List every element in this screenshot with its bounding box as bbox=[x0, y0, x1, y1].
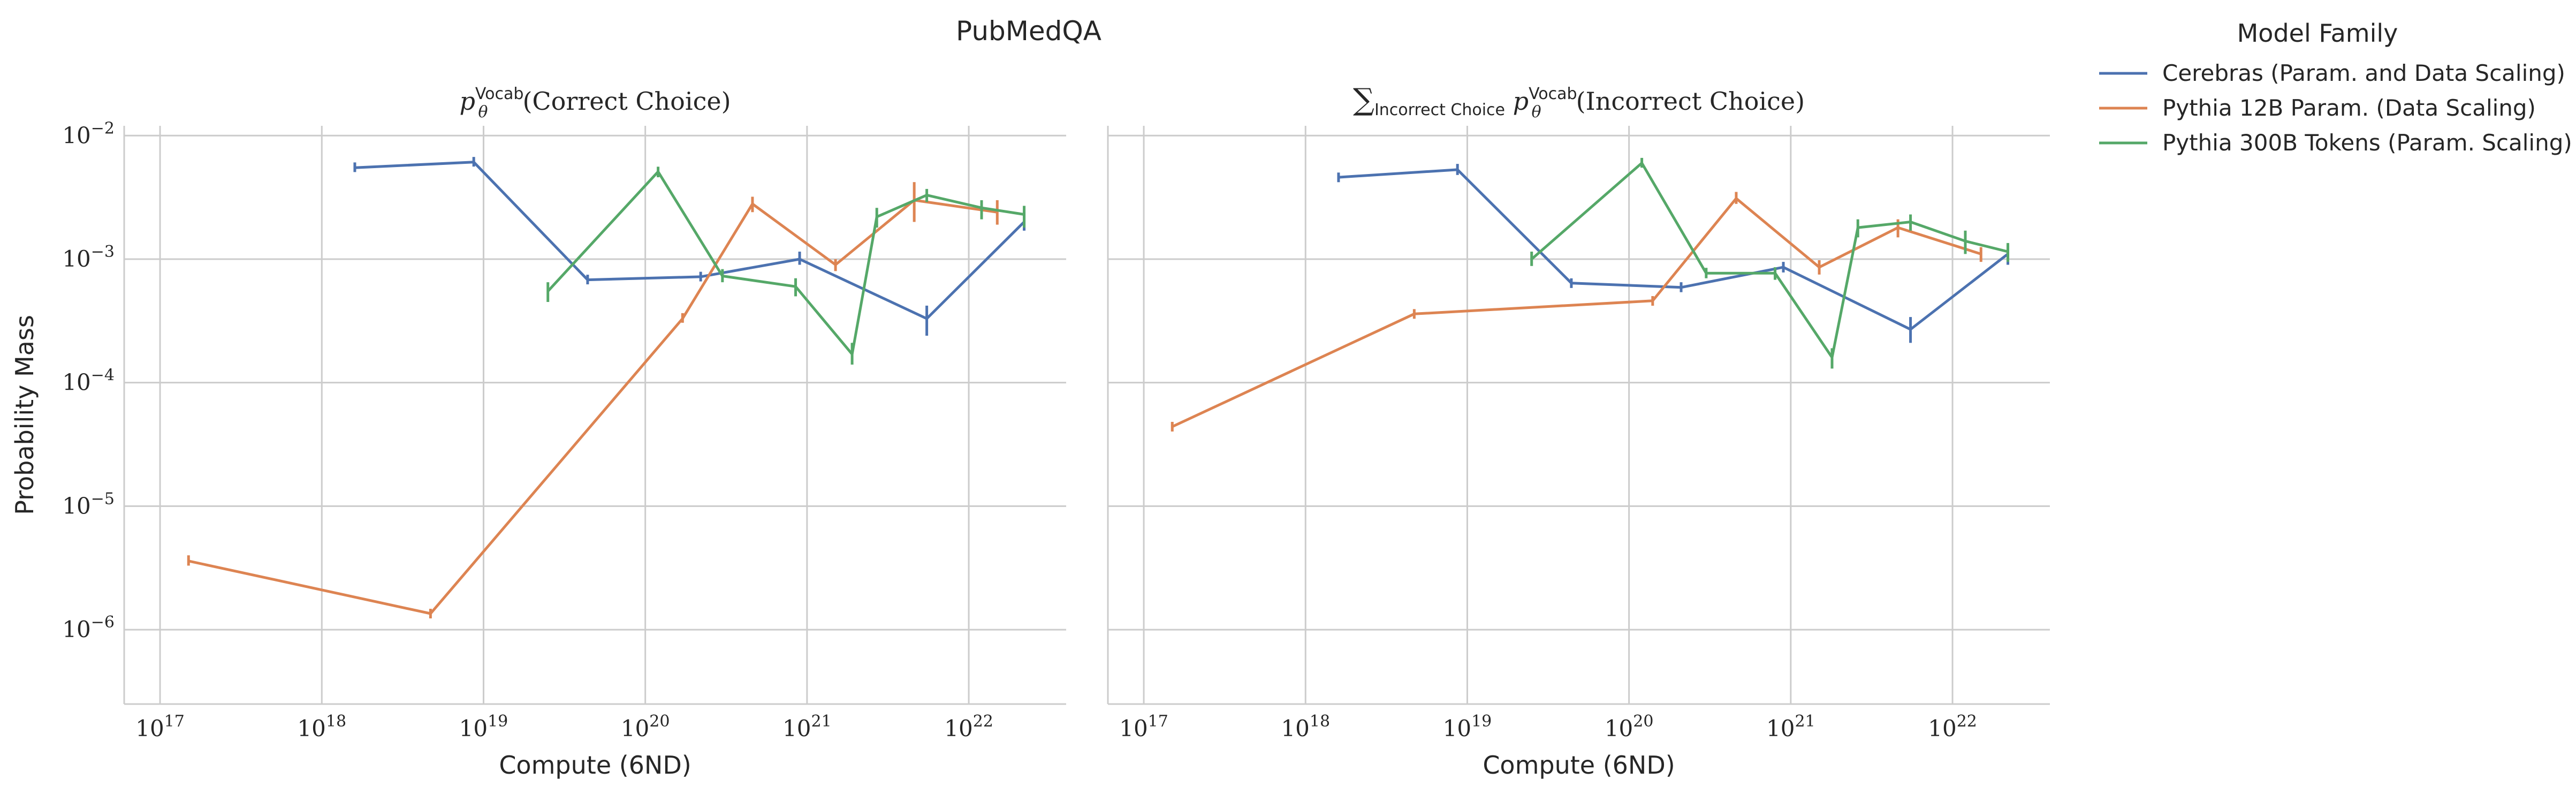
y-tick-label: 10−6 bbox=[62, 613, 115, 642]
series-line bbox=[546, 167, 1026, 365]
x-tick-label: 1022 bbox=[1928, 712, 1977, 742]
x-axis-label: Compute (6ND) bbox=[1483, 751, 1675, 780]
x-tick-label: 1021 bbox=[1766, 712, 1815, 742]
y-tick-label: 10−4 bbox=[62, 366, 115, 396]
x-tick-label: 1018 bbox=[297, 712, 346, 742]
series-line-path bbox=[1338, 168, 2009, 331]
x-tick-label: 1022 bbox=[944, 712, 993, 742]
x-tick-label: 1020 bbox=[621, 712, 670, 742]
series-line bbox=[1530, 157, 2010, 369]
x-tick-label: 1019 bbox=[1443, 712, 1492, 742]
panel-1: 1017 1018 1019 1020 1021 1022 10−6 10−5 10−4 10−3… bbox=[10, 85, 1066, 780]
y-tick-label: 10−2 bbox=[62, 119, 115, 148]
x-tick-label: 1021 bbox=[782, 712, 832, 742]
legend-entry: Pythia 12B Param. (Data Scaling) bbox=[2162, 95, 2536, 121]
y-tick-label: 10−5 bbox=[62, 489, 115, 519]
series-line-path bbox=[1531, 162, 2009, 359]
legend-entry: Pythia 300B Tokens (Param. Scaling) bbox=[2162, 130, 2572, 156]
x-tick-label: 1020 bbox=[1605, 712, 1654, 742]
series-line bbox=[1337, 164, 2010, 343]
series-line-path bbox=[354, 161, 1025, 320]
series-line-path bbox=[546, 170, 1024, 356]
series-line-path bbox=[188, 199, 998, 615]
chart-title: PubMedQA bbox=[956, 16, 1101, 47]
legend: Model Family Cerebras (Param. and Data Sc… bbox=[2099, 19, 2572, 156]
panel-title: pVocab θ (Correct Choice) bbox=[459, 85, 731, 122]
panel-title: ∑Incorrect Choice pVocab θ (Incorrect Choi… bbox=[1353, 82, 1805, 122]
x-tick-label: 1019 bbox=[459, 712, 508, 742]
series-line-path bbox=[1172, 197, 1982, 428]
series-line bbox=[187, 182, 999, 619]
legend-title: Model Family bbox=[2237, 19, 2398, 48]
y-tick-label: 10−3 bbox=[62, 243, 115, 272]
legend-entry: Cerebras (Param. and Data Scaling) bbox=[2162, 60, 2565, 86]
x-tick-label: 1018 bbox=[1281, 712, 1330, 742]
y-axis-label: Probability Mass bbox=[10, 315, 39, 515]
x-tick-label: 1017 bbox=[135, 712, 185, 742]
x-axis-label: Compute (6ND) bbox=[499, 751, 691, 780]
x-tick-label: 1017 bbox=[1119, 712, 1168, 742]
panels-group: 1017 1018 1019 1020 1021 1022 10−6 10−5 10−4 10−3… bbox=[10, 82, 2050, 780]
panel-2: 1017 1018 1019 1020 1021 1022 Compute (6ND) ∑In… bbox=[1107, 82, 2050, 780]
